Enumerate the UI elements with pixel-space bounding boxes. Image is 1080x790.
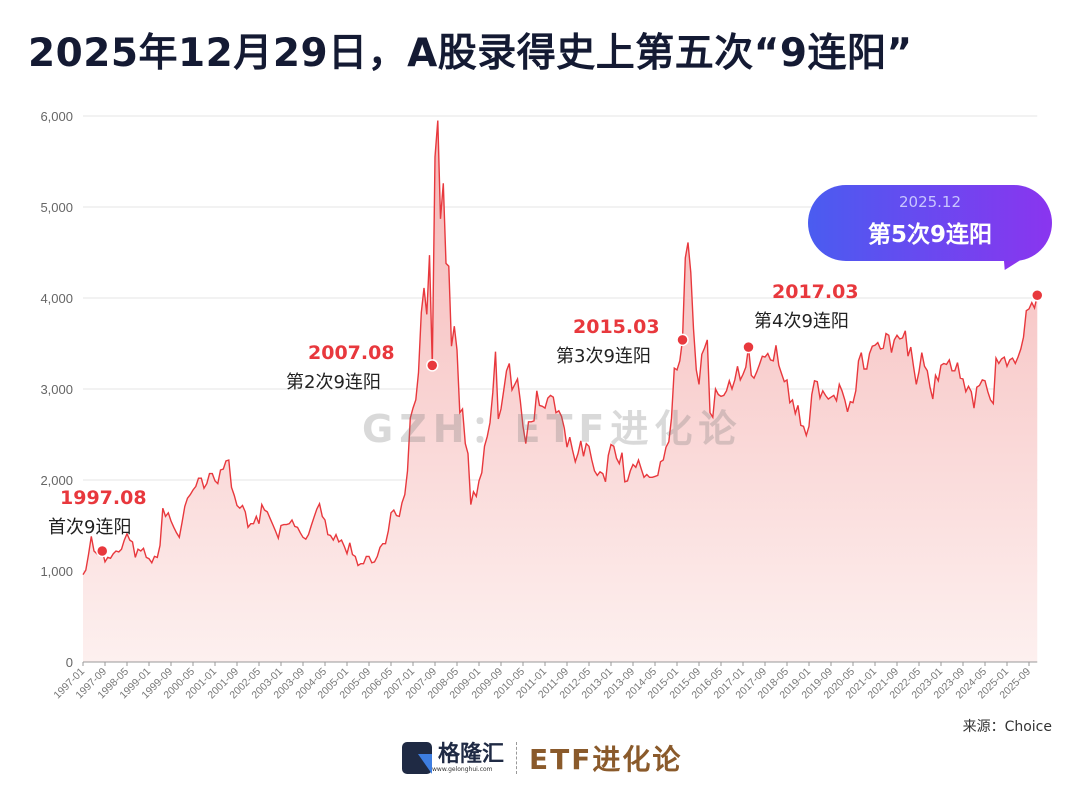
callout-date: 2025.12	[898, 193, 962, 211]
annotation-dot	[426, 359, 439, 372]
annotation-date-3: 2015.03	[573, 316, 660, 338]
logo-brand: ETF进化论	[529, 743, 683, 776]
annotation-dot	[676, 333, 689, 347]
annotation-label-2: 第2次9连阳	[286, 372, 381, 393]
y-tick-label: 5,000	[40, 200, 73, 215]
annotation-dot	[1031, 289, 1044, 302]
series-line	[82, 120, 1038, 575]
annotation-label-3: 第3次9连阳	[556, 346, 651, 367]
y-tick-label: 4,000	[40, 291, 73, 306]
annotation-date-2: 2007.08	[308, 342, 395, 364]
y-tick-label: 6,000	[40, 109, 73, 124]
y-tick-label: 1,000	[40, 564, 73, 579]
logo-url: www.gelonghui.com	[432, 765, 493, 773]
annotation-date-1: 1997.08	[60, 487, 147, 509]
y-tick-label: 3,000	[40, 382, 73, 397]
logo-divider	[516, 742, 518, 774]
callout-bubble: 2025.12 第5次9连阳	[808, 185, 1052, 261]
annotation-dot	[96, 544, 109, 558]
chart-title: 2025年12月29日，A股录得史上第五次“9连阳”	[28, 31, 913, 76]
y-tick-label: 0	[66, 655, 73, 670]
annotation-date-4: 2017.03	[772, 281, 859, 303]
annotation-dot	[742, 340, 755, 354]
callout-label: 第5次9连阳	[867, 222, 992, 248]
annotation-label-4: 第4次9连阳	[754, 311, 849, 332]
series-area	[83, 120, 1038, 662]
annotation-label-1: 首次9连阳	[48, 517, 132, 538]
footer-logo: 格隆汇 www.gelonghui.com ETF进化论	[402, 738, 682, 778]
gelonghui-logo-icon	[402, 742, 432, 774]
y-tick-label: 2,000	[40, 473, 73, 488]
watermark: GZH：ETF进化论	[362, 407, 743, 451]
logo-name: 格隆汇	[438, 741, 505, 767]
source-note: 来源：Choice	[962, 719, 1052, 735]
